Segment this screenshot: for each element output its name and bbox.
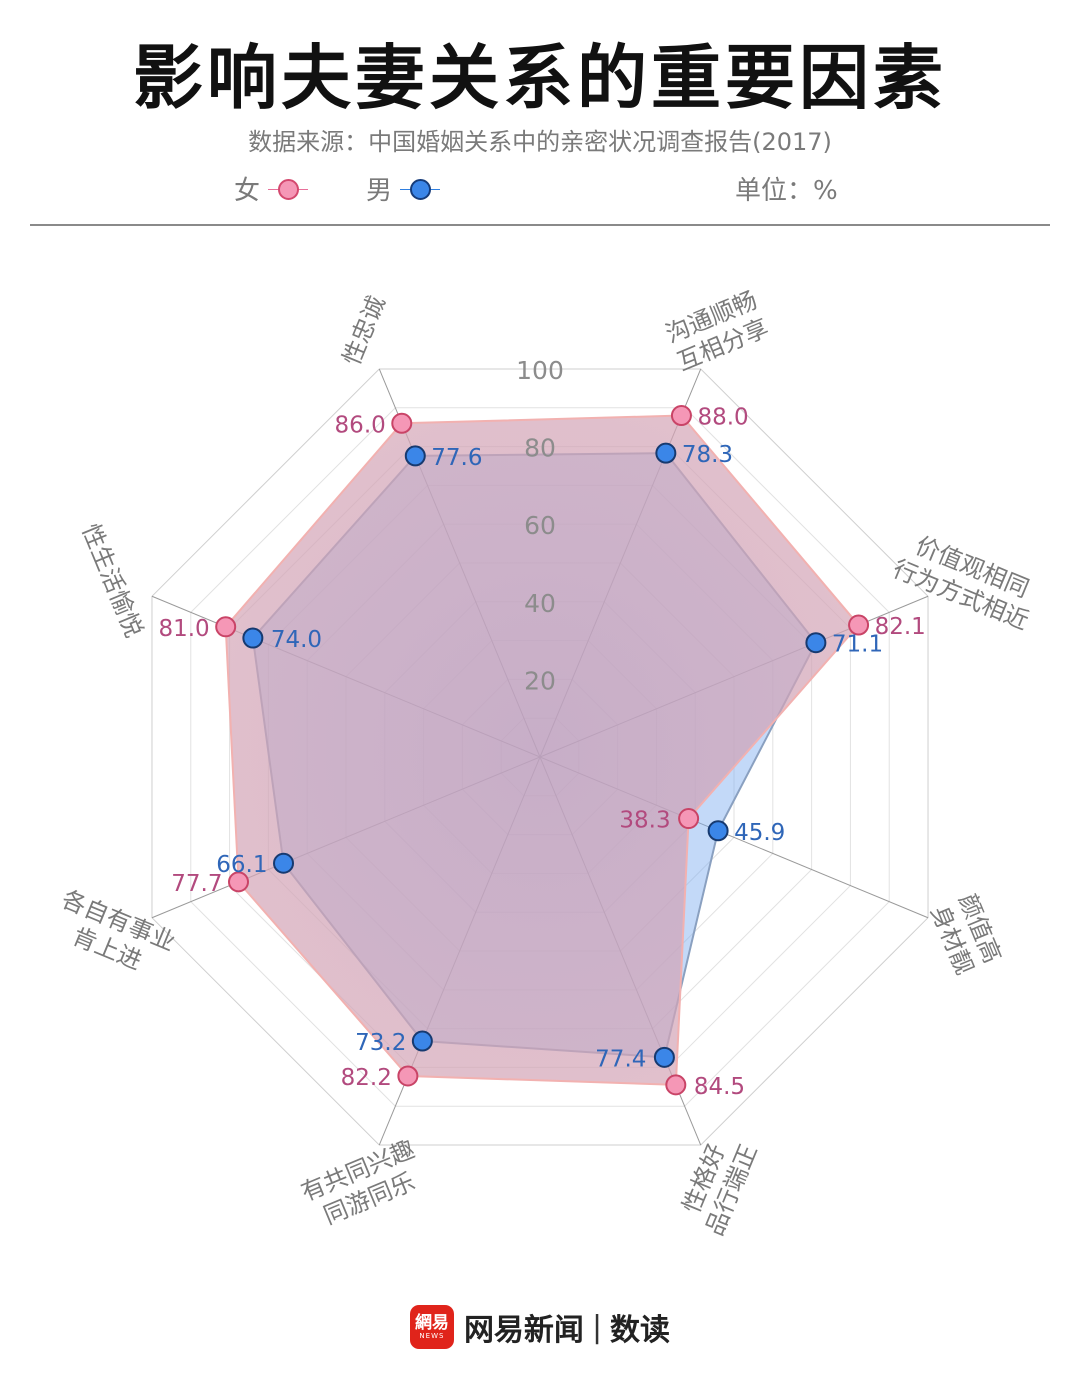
- data-point-female: [848, 614, 870, 636]
- axis-label-line: 性忠诚: [337, 292, 390, 369]
- data-label-female: 81.0: [158, 616, 209, 642]
- data-point-male: [411, 1030, 433, 1052]
- chart-title: 影响夫妻关系的重要因素: [133, 37, 947, 119]
- data-point-male: [404, 445, 426, 467]
- data-label-female: 82.2: [341, 1065, 392, 1091]
- header-divider: [30, 224, 1050, 226]
- data-point-female: [215, 616, 237, 638]
- data-label-male: 77.6: [431, 445, 482, 471]
- data-point-male: [242, 627, 264, 649]
- data-label-male: 45.9: [734, 820, 785, 846]
- data-label-female: 77.7: [171, 871, 222, 897]
- legend-marker-female: [268, 174, 309, 204]
- legend-item-female: 女: [234, 170, 309, 207]
- data-point-female: [397, 1065, 419, 1087]
- brand-separator: |: [591, 1309, 603, 1345]
- footer-branding: 網易 NEWS 网易新闻 | 数读: [0, 1303, 1080, 1351]
- data-point-male: [273, 852, 295, 874]
- data-label-male: 71.1: [832, 632, 883, 658]
- data-label-male: 74.0: [271, 627, 322, 653]
- data-label-male: 77.4: [595, 1046, 646, 1072]
- axis-label: 性生活愉悦: [76, 520, 148, 642]
- netease-news-logo: 網易 NEWS: [409, 1305, 454, 1349]
- radial-tick-label: 20: [524, 666, 556, 695]
- radial-tick-label: 60: [524, 511, 556, 540]
- data-label-female: 88.0: [697, 405, 748, 431]
- data-point-male: [655, 442, 677, 464]
- logo-subtext: NEWS: [419, 1332, 445, 1340]
- radial-tick-label: 100: [516, 356, 564, 385]
- data-label-female: 86.0: [335, 412, 386, 438]
- data-point-female: [665, 1074, 687, 1096]
- data-point-female: [391, 412, 413, 434]
- data-point-female: [228, 871, 250, 893]
- axis-label: 性忠诚: [337, 292, 390, 369]
- radial-tick-label: 40: [524, 589, 556, 618]
- radar-areas: [224, 414, 860, 1086]
- legend: 女 男 单位：%: [0, 170, 1080, 210]
- axis-label-line: 性生活愉悦: [76, 520, 148, 642]
- logo-text: 網易: [414, 1313, 449, 1333]
- data-label-male: 78.3: [682, 442, 733, 468]
- data-point-male: [707, 820, 729, 842]
- data-point-female: [678, 808, 700, 830]
- unit-label: 单位：%: [735, 176, 838, 206]
- data-source: 数据来源：中国婚姻关系中的亲密状况调查报告(2017): [248, 128, 832, 156]
- data-point-female: [670, 405, 692, 427]
- brand-name: 网易新闻: [463, 1313, 584, 1348]
- data-label-female: 84.5: [694, 1074, 745, 1100]
- radial-tick-label: 80: [524, 434, 556, 463]
- data-point-male: [653, 1046, 675, 1068]
- data-label-female: 38.3: [619, 808, 670, 834]
- data-label-female: 82.1: [875, 614, 926, 640]
- section-name: 数读: [610, 1313, 671, 1348]
- legend-item-male: 男: [366, 170, 441, 207]
- data-point-male: [805, 632, 827, 654]
- legend-label-female: 女: [234, 176, 261, 206]
- legend-marker-male: [400, 174, 441, 204]
- radar-points: [215, 405, 870, 1096]
- data-label-male: 66.1: [216, 852, 267, 878]
- legend-label-male: 男: [366, 176, 393, 206]
- data-label-male: 73.2: [355, 1030, 406, 1056]
